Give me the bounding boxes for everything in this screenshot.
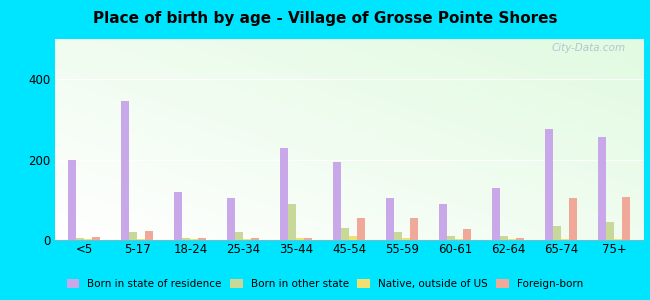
Bar: [174, 192, 183, 240]
Bar: [493, 188, 500, 240]
Bar: [545, 129, 553, 240]
Bar: [84, 239, 92, 240]
Bar: [463, 229, 471, 240]
Bar: [252, 238, 259, 240]
Bar: [129, 232, 137, 240]
Bar: [516, 238, 525, 240]
Bar: [235, 232, 243, 240]
Bar: [296, 238, 304, 240]
Bar: [387, 198, 395, 240]
Bar: [122, 101, 129, 240]
Bar: [569, 198, 577, 240]
Bar: [402, 238, 410, 240]
Bar: [243, 239, 252, 240]
Bar: [183, 238, 190, 240]
Bar: [281, 148, 289, 240]
Bar: [304, 238, 312, 240]
Bar: [349, 236, 358, 240]
Bar: [68, 160, 77, 240]
Bar: [447, 236, 456, 240]
Bar: [500, 236, 508, 240]
Bar: [289, 204, 296, 240]
Bar: [395, 232, 402, 240]
Bar: [439, 204, 447, 240]
Text: City-Data.com: City-Data.com: [552, 43, 626, 53]
Bar: [92, 237, 100, 240]
Bar: [606, 222, 614, 240]
Bar: [198, 238, 206, 240]
Bar: [341, 228, 349, 240]
Bar: [358, 218, 365, 240]
Legend: Born in state of residence, Born in other state, Native, outside of US, Foreign-: Born in state of residence, Born in othe…: [62, 275, 588, 293]
Text: Place of birth by age - Village of Grosse Pointe Shores: Place of birth by age - Village of Gross…: [93, 11, 557, 26]
Bar: [190, 239, 198, 240]
Bar: [456, 239, 463, 240]
Bar: [599, 137, 606, 240]
Bar: [146, 231, 153, 240]
Bar: [410, 218, 418, 240]
Bar: [553, 226, 562, 240]
Bar: [77, 238, 85, 240]
Bar: [333, 162, 341, 240]
Bar: [508, 239, 516, 240]
Bar: [137, 239, 146, 240]
Bar: [562, 239, 569, 240]
Bar: [227, 198, 235, 240]
Bar: [622, 196, 630, 240]
Bar: [614, 239, 622, 240]
